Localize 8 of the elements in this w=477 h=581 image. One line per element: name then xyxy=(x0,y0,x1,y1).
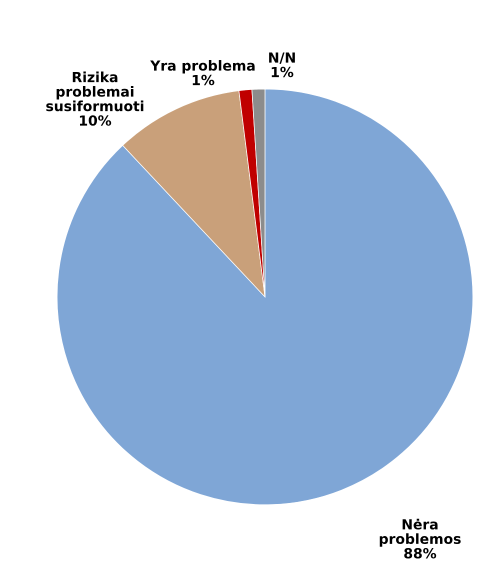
data-label: 10% xyxy=(80,115,112,126)
data-label: 1% xyxy=(272,66,294,78)
data-label: 1% xyxy=(192,74,214,86)
slice-label: Rizika problemai susiformuoti xyxy=(46,72,144,112)
slice-label: Nėra problemos xyxy=(380,518,461,547)
data-label: 88% xyxy=(404,548,436,559)
slice-label: Yra problema xyxy=(150,60,255,74)
slice-label: N/N xyxy=(269,52,295,64)
